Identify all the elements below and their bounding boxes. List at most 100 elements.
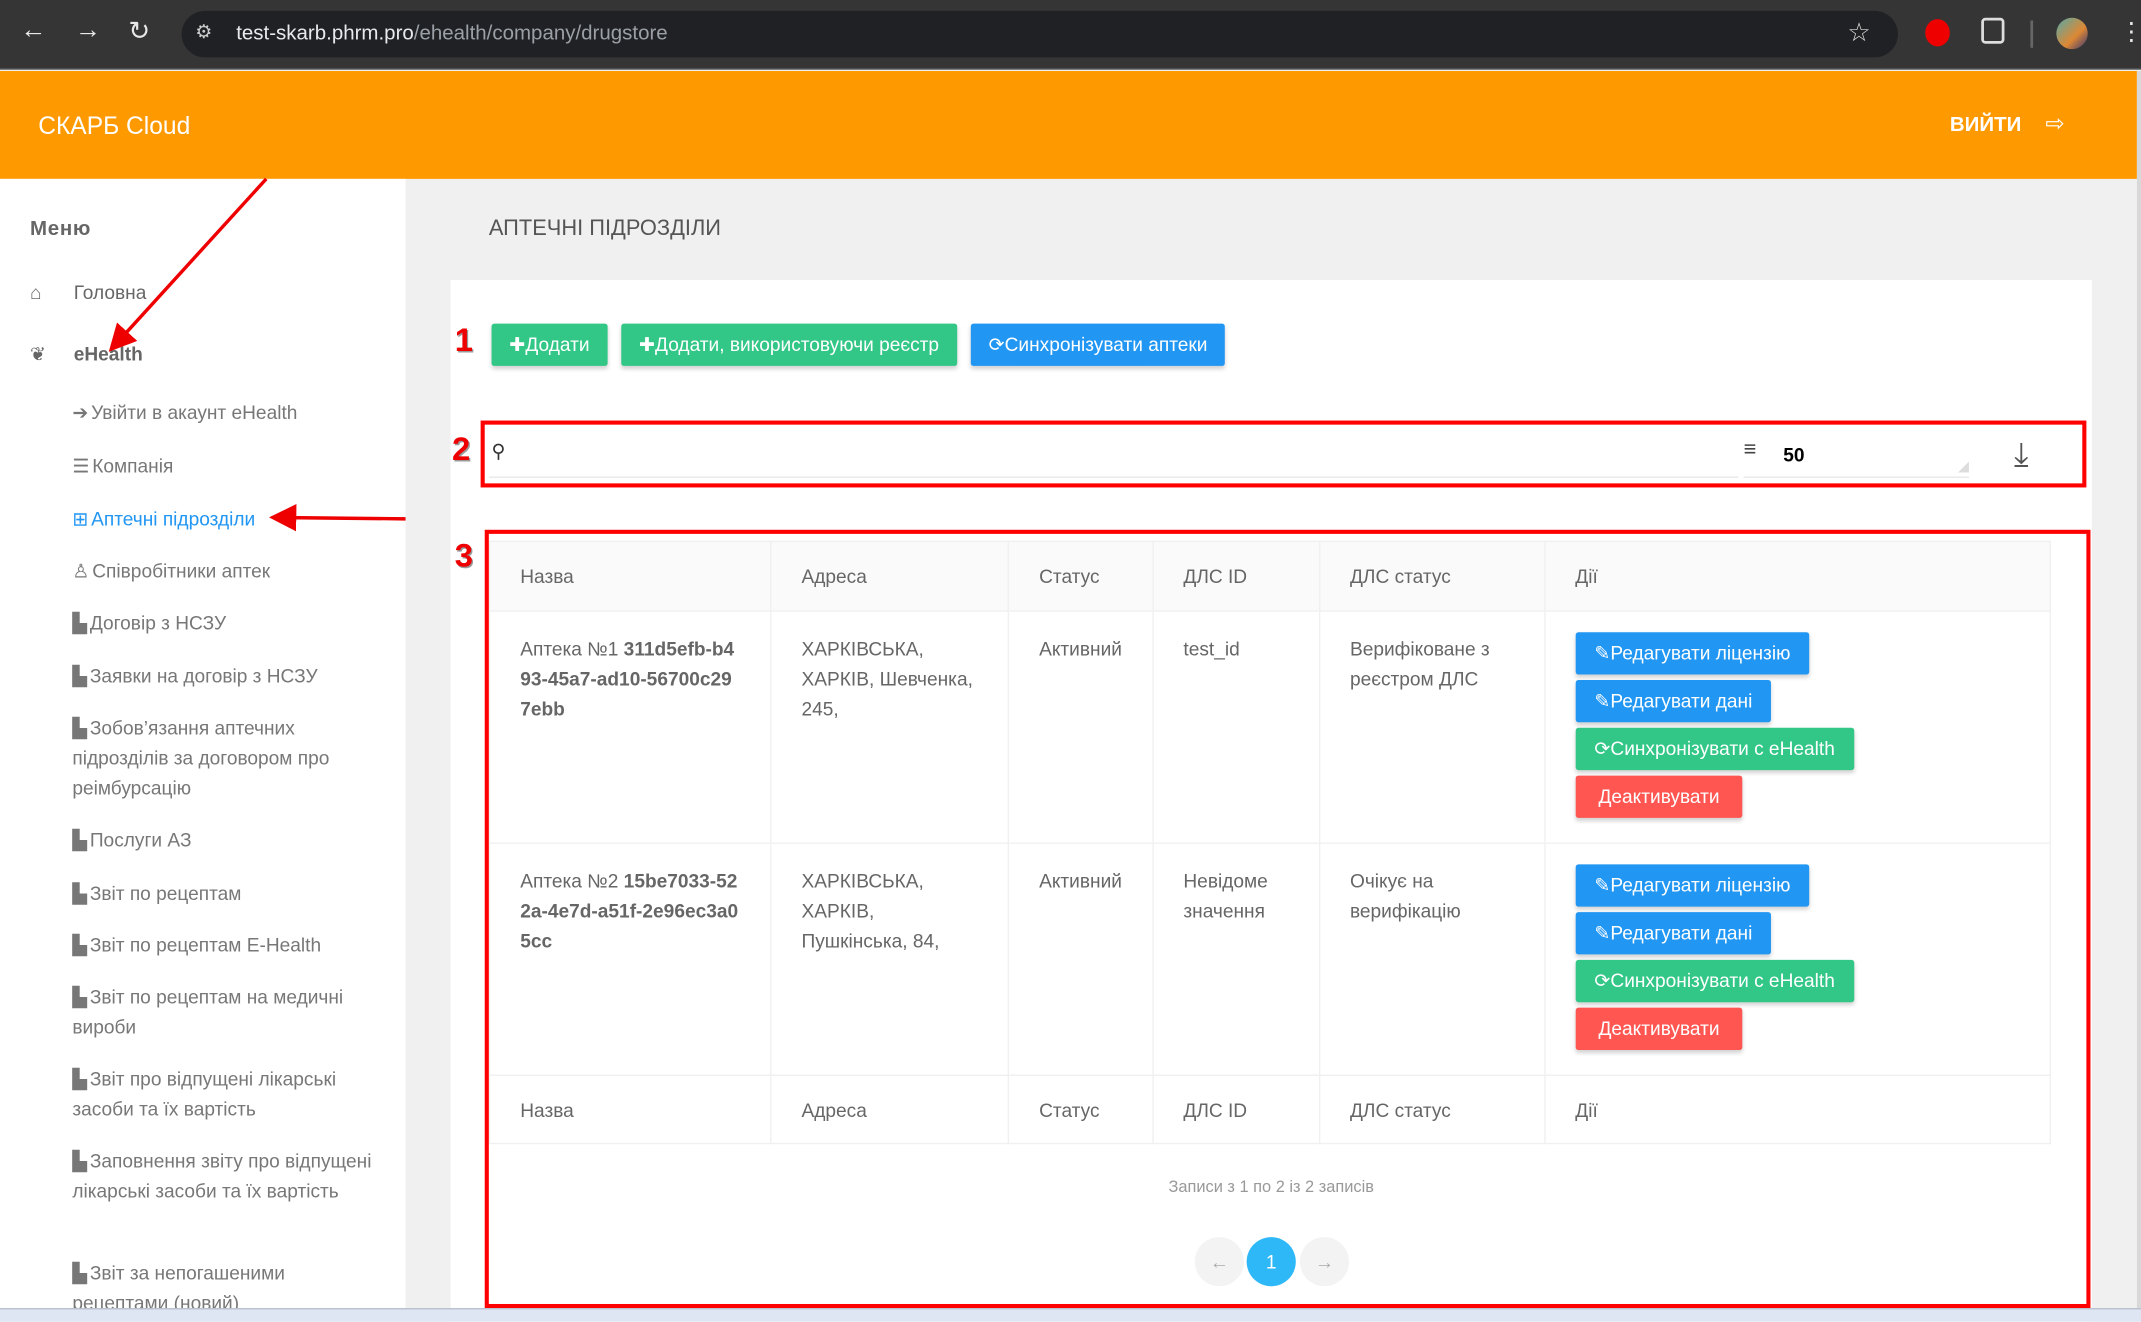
pagination-page-1[interactable]: 1 [1246,1237,1296,1287]
sidebar-subitem-dispensed-report[interactable]: ▙ Звіт про відпущені лікарські засоби та … [72,1064,379,1124]
scrollbar[interactable] [2136,71,2141,1309]
cell-dls-status: Очікує на верифікацію [1318,842,1546,1076]
sidebar-subitem-fill-dispensed-report[interactable]: ▙ Заповнення звіту про відпущені лікарськ… [72,1146,379,1206]
column-header[interactable]: Адреса [770,540,1010,612]
sidebar-subitem-nszu-requests[interactable]: ▙ Заявки на договір з НСЗУ [72,661,379,691]
home-icon: ⌂ [30,281,42,304]
puzzle-icon[interactable] [1981,17,2005,44]
file-icon: ▙ [72,828,88,851]
menu-icon[interactable]: ⋮ [2119,18,2141,47]
annotation-box-3 [484,529,2091,1309]
url-text[interactable]: test-skarb.phrm.pro/ehealth/company/drug… [236,22,667,45]
cell-address: ХАРКІВСЬКА, ХАРКІВ, Пушкінська, 84, [770,842,1010,1076]
sidebar-item-label: Аптечні підрозділи [91,507,256,530]
plus-square-icon: ⊞ [72,507,89,530]
sidebar-item-label: Зобов’язання аптечних підрозділів за дог… [72,716,330,799]
file-icon: ▙ [72,716,88,739]
column-header[interactable]: Назва [488,540,772,612]
sign-out-icon[interactable]: ⇨ [2045,110,2065,137]
cell-dls-status: Верифіковане з реєстром ДЛС [1318,610,1546,844]
logout-button[interactable]: ВИЙТИ [1949,113,2022,137]
cell-dls-id: Невідоме значення [1151,842,1320,1076]
annotation-number-3: 3 [454,537,473,575]
sidebar-subitem-drugstores[interactable]: ⊞ Аптечні підрозділи [72,504,379,534]
sidebar-subitem-company[interactable]: ☰ Компанія [72,451,379,481]
sidebar-item-label: Звіт по рецептам [89,882,242,904]
search-input[interactable] [518,434,1735,470]
plus-icon: ✚ [639,333,656,356]
column-footer: Назва [488,1074,772,1145]
sync-ehealth-button[interactable]: ⟳Синхронізувати с eHealth [1575,959,1854,1003]
page-size-select[interactable]: 50 [1783,443,1805,466]
file-icon: ▙ [72,882,88,904]
pagination-next[interactable]: → [1299,1237,1350,1287]
column-footer: ДЛС ID [1151,1074,1320,1145]
edit-data-button[interactable]: ✎Редагувати дані [1575,679,1772,723]
back-icon[interactable]: ← [20,16,47,46]
edit-license-button[interactable]: ✎Редагувати ліцензію [1575,864,1810,907]
deactivate-button[interactable]: Деактивувати [1575,1007,1743,1051]
sidebar-subitem-nszu-contract[interactable]: ▙ Договір з НСЗУ [72,608,379,638]
sidebar-subitem-obligations[interactable]: ▙ Зобов’язання аптечних підрозділів за до… [72,713,379,803]
taskbar [0,1308,2141,1322]
deactivate-button[interactable]: Деактивувати [1575,775,1743,818]
button-label: Редагувати ліцензію [1610,641,1791,664]
records-info: Записи з 1 по 2 із 2 записів [1168,1177,1374,1197]
profile-avatar[interactable] [2056,17,2088,50]
sidebar-subitem-employees[interactable]: ♙ Співробітники аптек [72,556,379,586]
table-footer-row: Назва Адреса Статус ДЛС ID ДЛС статус Ді… [488,1074,2051,1145]
list-icon: ≡ [1743,438,1757,462]
forward-icon[interactable]: → [75,16,102,46]
refresh-icon: ⟳ [988,333,1005,356]
drugstores-table: Назва Адреса Статус ДЛС ID ДЛС статус Ді… [488,540,2051,1145]
extension-icon[interactable] [1925,19,1950,47]
sidebar-subitem-services[interactable]: ▙ Послуги АЗ [72,825,379,855]
sidebar-item-home[interactable]: ⌂ Головна [30,281,146,303]
column-header[interactable]: ДЛС ID [1151,540,1320,612]
arrow-to-drugstores [268,504,406,532]
menu-title: Меню [30,217,92,241]
edit-icon: ✎ [1594,641,1611,664]
plus-icon: ✚ [509,333,526,356]
brand-logo[interactable]: СКАРБ Cloud [38,111,191,140]
column-header: Дії [1543,540,2051,612]
sidebar-item-label: Звіт по рецептам на медичні вироби [72,985,344,1038]
star-icon[interactable]: ☆ [1847,19,1871,48]
drugstore-id: 15be7033-522a-4e7d-a51f-2e96ec3a05cc [520,869,739,952]
sidebar-subitem-prescription-report[interactable]: ▙ Звіт по рецептам [72,878,379,908]
edit-license-button[interactable]: ✎Редагувати ліцензію [1575,632,1810,675]
button-label: Синхронізувати с eHealth [1610,737,1835,760]
cell-status: Активний [1007,610,1154,844]
sidebar-subitem-login-ehealth[interactable]: ➔ Увійти в акаунт eHealth [72,397,379,427]
leaf-icon: ❦ [30,342,47,365]
download-icon[interactable]: ⤓ [2014,436,2029,474]
sidebar-subitem-ehealth-report[interactable]: ▙ Звіт по рецептам E-Health [72,930,379,960]
column-header[interactable]: ДЛС статус [1318,540,1546,612]
sidebar-item-label: Договір з НСЗУ [89,611,227,634]
site-info-icon[interactable]: ⚙ [195,20,213,43]
page-title: АПТЕЧНІ ПІДРОЗДІЛИ [488,217,722,241]
cell-status: Активний [1007,842,1154,1076]
button-label: Синхронізувати с eHealth [1610,969,1835,992]
search-icon: ⚲ [491,439,506,462]
add-from-registry-button[interactable]: ✚Додати, використовуючи реєстр [621,323,957,366]
column-header[interactable]: Статус [1007,540,1154,612]
select-underline [1743,476,1969,478]
sign-in-icon: ➔ [72,401,89,424]
table-row: Аптека №2 15be7033-522a-4e7d-a51f-2e96ec… [488,842,2051,1076]
cell-dls-id: test_id [1151,610,1320,844]
add-button-label: Додати [525,333,590,356]
add-button[interactable]: ✚Додати [491,323,608,366]
file-icon: ▙ [72,1067,88,1090]
sync-ehealth-button[interactable]: ⟳Синхронізувати с eHealth [1575,727,1854,771]
sidebar-subitem-medical-devices-report[interactable]: ▙ Звіт по рецептам на медичні вироби [72,982,379,1042]
address-bar[interactable]: ⚙ test-skarb.phrm.pro/ehealth/company/dr… [181,10,1898,58]
pagination-prev[interactable]: ← [1194,1237,1244,1287]
reload-icon[interactable]: ↻ [128,17,151,47]
sidebar-item-label: Послуги АЗ [89,828,192,851]
edit-data-button[interactable]: ✎Редагувати дані [1575,912,1772,955]
url-host: test-skarb.phrm.pro [236,21,414,46]
sync-drugstores-button[interactable]: ⟳Синхронізувати аптеки [970,323,1226,366]
sync-label: Синхронізувати аптеки [1004,333,1208,356]
